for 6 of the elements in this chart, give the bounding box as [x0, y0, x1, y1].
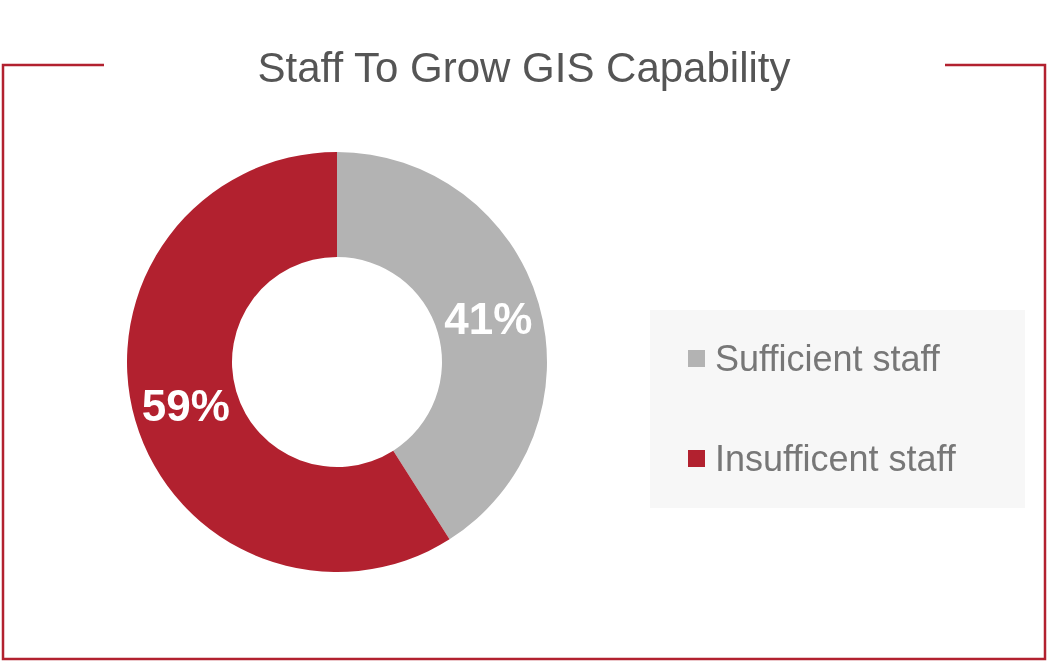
donut-slice: [337, 152, 547, 540]
data-label: 59%: [141, 381, 230, 431]
legend-label: Sufficient staff: [715, 337, 941, 379]
chart-title: Staff To Grow GIS Capability: [257, 44, 791, 91]
legend-label: Insufficent staff: [715, 437, 957, 479]
data-label: 41%: [444, 293, 533, 343]
